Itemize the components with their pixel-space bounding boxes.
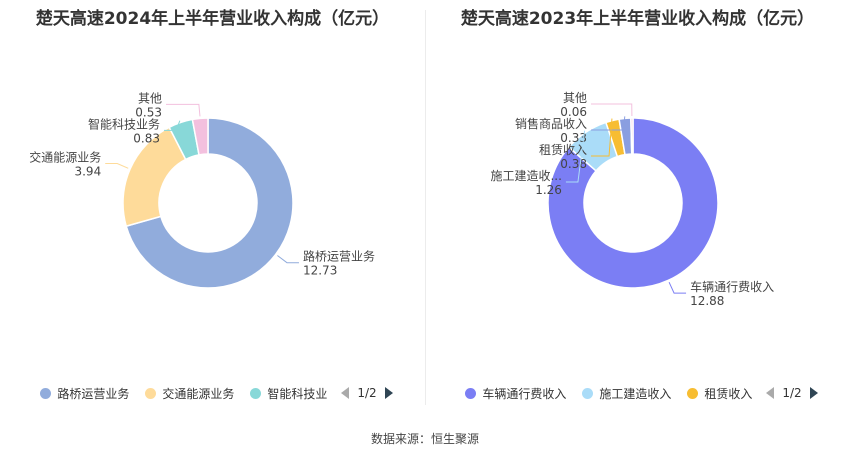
legend-pager: 1/2 <box>341 386 393 400</box>
label-leader-line-车辆通行费收入 <box>668 281 687 294</box>
legend-item-1[interactable]: 车辆通行费收入 <box>465 385 566 402</box>
slice-value-label-交通能源业务: 3.94 <box>74 165 101 179</box>
slice-name-label-销售商品收入: 销售商品收入 <box>515 116 587 131</box>
legend-prev-arrow-icon[interactable] <box>766 387 775 399</box>
slice-name-label-其他: 其他 <box>138 91 162 105</box>
pie-slice-其他[interactable] <box>191 117 209 156</box>
label-leader-line-其他 <box>591 103 633 117</box>
slice-name-label-租赁收入: 租赁收入 <box>539 143 587 157</box>
legend-page-indicator: 1/2 <box>782 386 802 400</box>
legend-pager: 1/2 <box>766 386 818 400</box>
legend-item-2[interactable]: 施工建造收入 <box>582 385 671 402</box>
legend-label: 车辆通行费收入 <box>482 386 567 401</box>
slice-name-label-施工建造收入: 施工建造收... <box>490 169 561 183</box>
slice-name-label-交通能源业务: 交通能源业务 <box>29 150 101 165</box>
slice-value-label-施工建造收入: 1.26 <box>535 183 562 197</box>
legend-marker <box>582 387 594 399</box>
data-source-note: 数据来源：恒生聚源 <box>370 432 479 446</box>
pie-slice-路桥运营业务[interactable] <box>125 117 294 289</box>
legend-item-1[interactable]: 路桥运营业务 <box>40 385 129 402</box>
legend-item-3[interactable]: 租赁收入 <box>687 385 752 402</box>
legend-label: 施工建造收入 <box>599 386 672 401</box>
legend-2023: 车辆通行费收入 施工建造收入 租赁收入 1/2 <box>425 383 850 403</box>
legend-item-2[interactable]: 交通能源业务 <box>145 385 234 402</box>
slice-name-label-智能科技业务: 智能科技业务 <box>88 116 160 131</box>
legend-label: 路桥运营业务 <box>57 386 130 401</box>
label-leader-line-销售商品收入 <box>591 116 626 131</box>
slice-value-label-其他: 0.53 <box>135 105 162 119</box>
legend-label: 交通能源业务 <box>162 386 235 401</box>
legend-2024: 路桥运营业务 交通能源业务 智能科技业 1/2 <box>0 383 425 403</box>
slice-value-label-路桥运营业务: 12.73 <box>303 264 337 278</box>
slice-name-label-车辆通行费收入: 车辆通行费收入 <box>690 279 774 294</box>
panel-divider <box>425 10 426 405</box>
legend-next-arrow-icon[interactable] <box>384 387 393 399</box>
slice-value-label-车辆通行费收入: 12.88 <box>690 294 724 308</box>
label-leader-line-施工建造收入 <box>565 130 586 183</box>
legend-marker <box>145 387 157 399</box>
legend-label: 租赁收入 <box>704 386 753 401</box>
legend-marker <box>465 387 477 399</box>
pie-slice-其他[interactable] <box>630 117 634 155</box>
pie-slice-车辆通行费收入[interactable] <box>547 117 719 289</box>
slice-value-label-销售商品收入: 0.33 <box>560 131 587 145</box>
legend-marker <box>40 387 52 399</box>
label-leader-line-其他 <box>166 103 201 117</box>
slice-value-label-智能科技业务: 0.83 <box>133 131 160 145</box>
legend-label: 智能科技业 <box>267 386 328 401</box>
chart-panel-2023: 楚天高速2023年上半年营业收入构成（亿元） 车辆通行费收入 12.88 其他 0.0… <box>425 0 850 415</box>
slice-name-label-路桥运营业务: 路桥运营业务 <box>303 249 375 264</box>
label-leader-line-租赁收入 <box>591 118 613 157</box>
slice-value-label-租赁收入: 0.38 <box>560 157 587 171</box>
label-leader-line-智能科技业务 <box>163 120 181 131</box>
legend-marker <box>250 387 262 399</box>
legend-item-3[interactable]: 智能科技业 <box>250 385 327 402</box>
label-leader-line-交通能源业务 <box>105 163 129 169</box>
chart-title-2024: 楚天高速2024年上半年营业收入构成（亿元） <box>35 9 390 29</box>
slice-name-label-其他: 其他 <box>563 91 587 105</box>
legend-marker <box>687 387 699 399</box>
chart-panel-2024: 楚天高速2024年上半年营业收入构成（亿元） 路桥运营业务 12.73 其他 0.53… <box>0 0 425 415</box>
slice-value-label-其他: 0.06 <box>560 105 587 119</box>
legend-next-arrow-icon[interactable] <box>809 387 818 399</box>
label-leader-line-路桥运营业务 <box>277 255 299 264</box>
legend-page-indicator: 1/2 <box>357 386 377 400</box>
chart-title-2023: 楚天高速2023年上半年营业收入构成（亿元） <box>460 9 815 29</box>
legend-prev-arrow-icon[interactable] <box>341 387 350 399</box>
